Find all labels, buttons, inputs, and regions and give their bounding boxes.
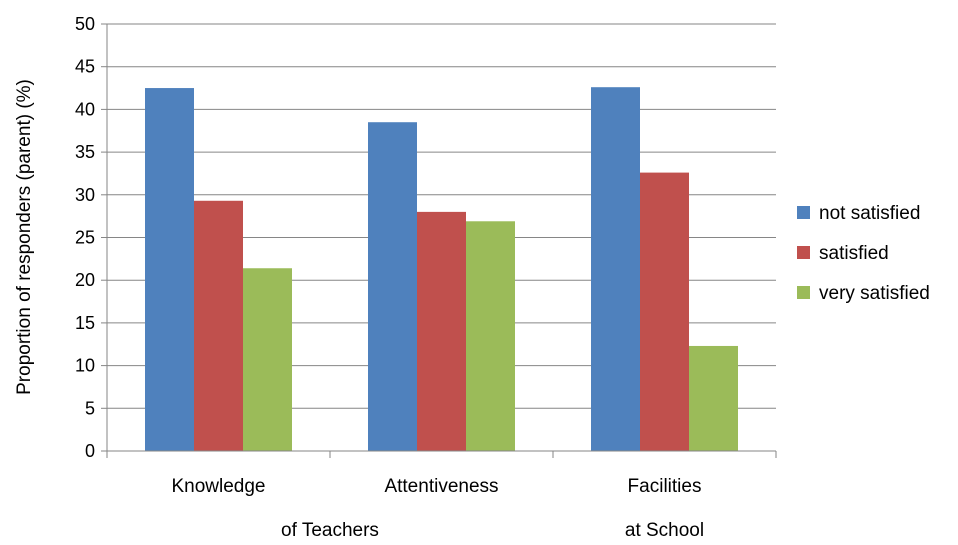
y-tick-label: 20	[75, 270, 95, 290]
y-tick-label: 35	[75, 142, 95, 162]
legend-label: satisfied	[819, 243, 889, 264]
bar	[368, 122, 417, 452]
bar	[417, 211, 466, 451]
legend-swatch	[797, 246, 810, 259]
y-tick-label: 15	[75, 313, 95, 333]
legend-swatch	[797, 286, 810, 299]
y-tick-label: 0	[85, 441, 95, 461]
x-group-label: of Teachers	[281, 520, 379, 540]
bar	[466, 221, 515, 451]
bar	[689, 345, 738, 451]
bar	[145, 88, 194, 452]
y-tick-label: 50	[75, 14, 95, 34]
legend-label: not satisfied	[819, 203, 920, 224]
bar	[640, 172, 689, 451]
x-tick-label: Knowledge	[171, 476, 265, 497]
x-tick-label: Facilities	[628, 476, 702, 497]
bar	[194, 200, 243, 451]
bar	[243, 268, 292, 451]
x-tick-label: Attentiveness	[384, 476, 498, 497]
legend-label: very satisfied	[819, 283, 930, 304]
legend-swatch	[797, 206, 810, 219]
y-tick-label: 30	[75, 185, 95, 205]
bars	[145, 87, 738, 452]
y-tick-label: 45	[75, 57, 95, 77]
y-tick-label: 40	[75, 99, 95, 119]
y-axis-label: Proportion of responders (parent) (%)	[14, 79, 35, 395]
legend: not satisfied satisfied very satisfied	[797, 203, 930, 304]
y-tick-label: 10	[75, 356, 95, 376]
bar	[591, 87, 640, 452]
x-group-label: at School	[625, 520, 704, 540]
y-tick-label: 5	[85, 398, 95, 418]
axes: 0 5 10 15 20 25 30 35 40 45 50 Knowledge Attentivene…	[75, 14, 777, 541]
y-tick-label: 25	[75, 228, 95, 248]
